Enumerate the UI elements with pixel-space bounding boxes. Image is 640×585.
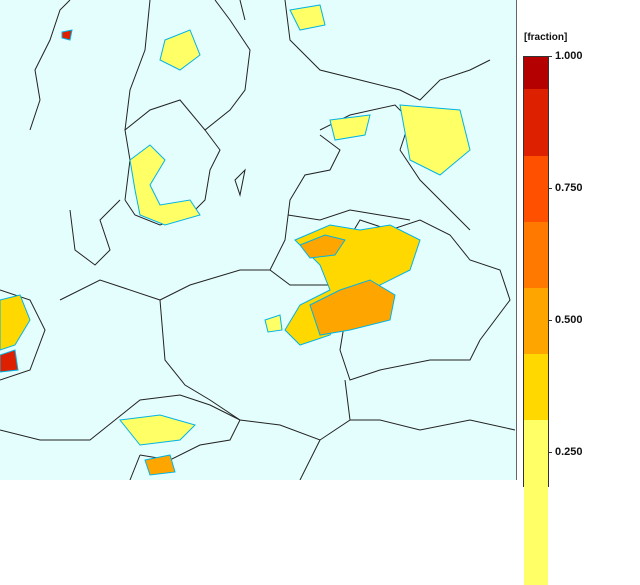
norway-sweden-border <box>124 0 151 131</box>
ukraine-border <box>350 419 516 431</box>
colorbar-tick-mark <box>548 56 552 57</box>
field-patch-estonia <box>399 104 471 176</box>
colorbar <box>523 56 549 585</box>
field-patch-belarus <box>309 279 396 336</box>
colorbar-band <box>524 57 548 89</box>
colorbar-band <box>524 222 548 288</box>
map-canvas <box>0 0 516 481</box>
colorbar-band <box>524 88 548 156</box>
field-patch-netherlands <box>0 294 31 351</box>
map-panel <box>0 0 517 481</box>
colorbar-legend: [fraction] 1.000 0.750 0.500 0.250 <box>517 0 640 585</box>
colorbar-tick-mark <box>548 452 552 453</box>
colorbar-band <box>524 288 548 354</box>
field-patch-norway <box>61 29 73 41</box>
colorbar-tick-label: 0.500 <box>555 314 583 326</box>
field-patch-scandinavia-north <box>159 29 201 71</box>
czech-border <box>114 394 241 461</box>
coastlines-borders <box>0 0 516 481</box>
colorbar-band <box>524 420 548 585</box>
sweden-south-coast <box>124 129 221 226</box>
norway-coast <box>29 0 71 131</box>
field-patch-south <box>144 454 176 476</box>
colorbar-tick-label: 1.000 <box>555 50 583 62</box>
sweden-finland-border <box>239 0 246 21</box>
colorbar-tick-label: 0.250 <box>555 446 583 458</box>
field-patch-sweden <box>129 144 201 226</box>
denmark <box>69 199 121 266</box>
colorbar-unit-label: [fraction] <box>524 32 568 43</box>
field-patch-czech <box>119 414 196 446</box>
field-patch-netherlands-peak <box>0 349 19 373</box>
baltic-coast <box>269 134 341 271</box>
field-patch-finland <box>289 4 326 31</box>
field-patch-poland <box>264 314 283 333</box>
colorbar-tick-mark <box>548 188 552 189</box>
fraction-contours <box>0 4 471 476</box>
colorbar-band <box>524 354 548 420</box>
colorbar-tick-mark <box>548 320 552 321</box>
latvia-lithuania-border <box>287 209 411 221</box>
colorbar-band <box>524 156 548 222</box>
finland-coast <box>284 0 491 101</box>
germany-border <box>59 279 161 301</box>
field-patch-estonia-west <box>329 114 371 141</box>
south-border <box>0 419 321 481</box>
field-patch-latvia <box>299 234 346 259</box>
russia-border <box>399 149 471 231</box>
gotland <box>234 168 246 197</box>
colorbar-tick-label: 0.750 <box>555 182 583 194</box>
poland-coast <box>159 269 330 301</box>
